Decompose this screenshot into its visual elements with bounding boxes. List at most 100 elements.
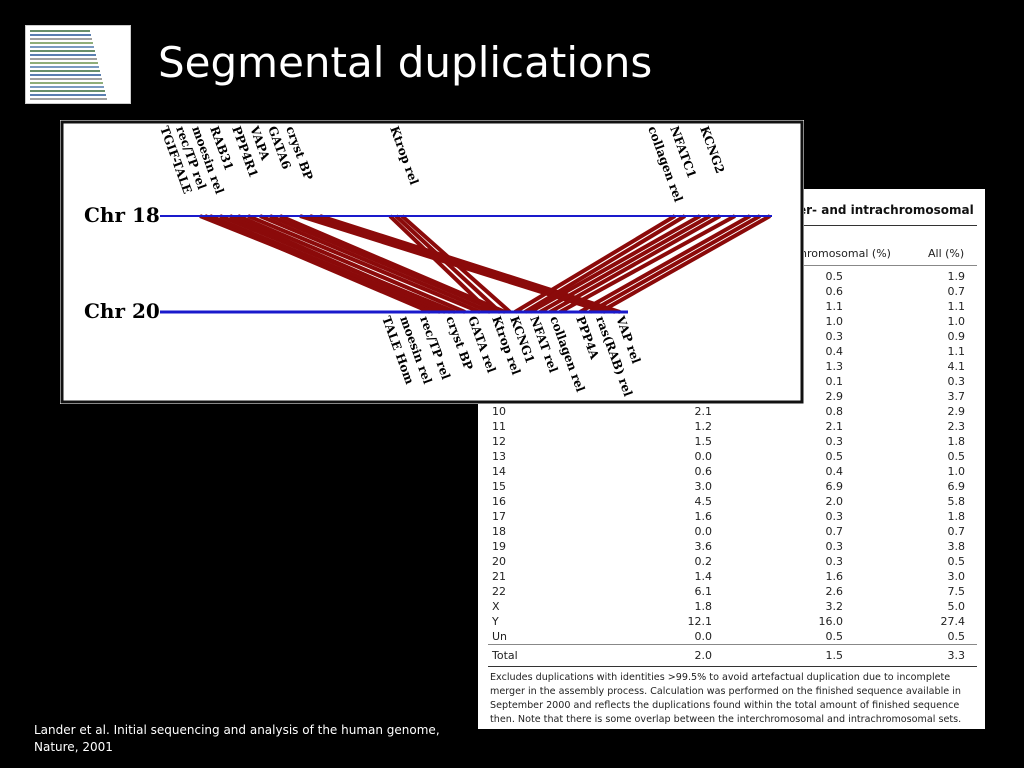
cell-all: 0.5 xyxy=(947,630,966,643)
cell-inter: 4.5 xyxy=(694,495,713,508)
duplication-link xyxy=(539,214,711,314)
cell-inter: 1.8 xyxy=(694,600,713,613)
cell-intra: 0.7 xyxy=(825,525,844,538)
cell-intra: 0.3 xyxy=(825,330,844,343)
cell-all: 2.9 xyxy=(947,405,966,418)
duplication-link xyxy=(209,214,446,314)
thumbnail-line xyxy=(30,58,97,60)
cell-inter: 0.0 xyxy=(694,525,713,538)
cell-inter: 1.6 xyxy=(694,510,713,523)
cell-intra: 1.0 xyxy=(825,315,844,328)
cell-intra: 3.2 xyxy=(825,600,844,613)
cell-chr: 17 xyxy=(492,510,506,523)
cell-chr: X xyxy=(492,600,500,613)
cell-all: 1.1 xyxy=(947,300,966,313)
thumbnail-line xyxy=(30,90,105,92)
duplication-link xyxy=(513,214,677,314)
cell-intra: 0.4 xyxy=(825,465,844,478)
cell-intra: 0.4 xyxy=(825,345,844,358)
col-header-all: All (%) xyxy=(928,247,965,260)
thumbnail-line xyxy=(30,50,95,52)
cell-chr: 21 xyxy=(492,570,506,583)
cell-intra: 1.6 xyxy=(825,570,844,583)
cell-chr: 16 xyxy=(492,495,506,508)
cell-all: 1.8 xyxy=(947,510,966,523)
cell-inter: 1.5 xyxy=(694,435,713,448)
citation: Lander et al. Initial sequencing and ana… xyxy=(34,723,440,754)
cell-chr: 19 xyxy=(492,540,506,553)
cell-intra: 0.6 xyxy=(825,285,844,298)
cell-intra: 0.3 xyxy=(825,435,844,448)
duplication-link xyxy=(400,214,512,314)
cell-intra: 0.8 xyxy=(825,405,844,418)
thumbnail-line xyxy=(30,62,98,64)
table-heading: er- and intrachromosomal xyxy=(798,203,974,217)
chr18-gene-label: Ktrop rel xyxy=(387,124,421,187)
cell-all: 5.0 xyxy=(947,600,966,613)
cell-all: 1.1 xyxy=(947,345,966,358)
thumbnail-line xyxy=(30,38,92,40)
thumbnail-line xyxy=(30,30,90,32)
thumbnail-line xyxy=(30,54,96,56)
cell-all: 1.0 xyxy=(947,465,966,478)
cell-intra: 2.9 xyxy=(825,390,844,403)
cell-intra: 6.9 xyxy=(825,480,844,493)
duplication-link xyxy=(204,214,431,314)
cell-chr: 10 xyxy=(492,405,506,418)
total-inter: 2.0 xyxy=(694,649,713,662)
table-rule xyxy=(488,644,977,645)
synteny-diagram: Chr 18 Chr 20 TGIF-TALE rec/TP rel moesin re… xyxy=(60,120,804,404)
duplication-link xyxy=(579,214,751,314)
thumbnail-line xyxy=(30,98,107,100)
total-intra: 1.5 xyxy=(825,649,844,662)
thumbnail-line xyxy=(30,66,99,68)
duplication-link xyxy=(229,214,451,314)
total-all: 3.3 xyxy=(947,649,966,662)
cell-all: 3.7 xyxy=(947,390,966,403)
duplication-link xyxy=(549,214,721,314)
total-label: Total xyxy=(492,649,518,662)
cell-inter: 0.0 xyxy=(694,450,713,463)
cell-inter: 1.2 xyxy=(694,420,713,433)
duplication-link xyxy=(394,214,502,314)
cell-all: 2.3 xyxy=(947,420,966,433)
cell-chr: 22 xyxy=(492,585,506,598)
duplication-link xyxy=(279,214,506,314)
cell-all: 27.4 xyxy=(940,615,966,628)
duplication-link xyxy=(247,214,481,314)
col-header-intra: hromosomal (%) xyxy=(800,247,891,260)
cell-all: 0.5 xyxy=(947,555,966,568)
cell-intra: 2.6 xyxy=(825,585,844,598)
cell-all: 0.7 xyxy=(947,525,966,538)
cell-inter: 2.1 xyxy=(694,405,713,418)
cell-all: 1.0 xyxy=(947,315,966,328)
cell-all: 0.3 xyxy=(947,375,966,388)
duplication-link xyxy=(559,214,736,314)
cell-intra: 1.3 xyxy=(825,360,844,373)
cell-intra: 0.5 xyxy=(825,450,844,463)
thumbnail-line xyxy=(30,78,102,80)
cell-chr: 14 xyxy=(492,465,506,478)
cell-all: 4.1 xyxy=(947,360,966,373)
chr18-label: Chr 18 xyxy=(84,203,160,227)
cell-intra: 2.0 xyxy=(825,495,844,508)
cell-inter: 6.1 xyxy=(694,585,713,598)
cell-inter: 1.4 xyxy=(694,570,713,583)
thumbnail-line xyxy=(30,94,106,96)
cell-inter: 3.6 xyxy=(694,540,713,553)
cell-intra: 0.3 xyxy=(825,540,844,553)
thumbnail-line xyxy=(30,70,100,72)
cell-intra: 0.5 xyxy=(825,630,844,643)
cell-chr: 20 xyxy=(492,555,506,568)
duplication-link xyxy=(269,214,501,314)
cell-intra: 0.1 xyxy=(825,375,844,388)
thumbnail-line xyxy=(30,34,91,36)
cell-intra: 16.0 xyxy=(818,615,844,628)
cell-inter: 0.2 xyxy=(694,555,713,568)
duplication-link xyxy=(259,214,491,314)
thumbnail-line xyxy=(30,86,104,88)
cell-inter: 12.1 xyxy=(687,615,713,628)
cell-chr: 15 xyxy=(492,480,506,493)
cell-all: 5.8 xyxy=(947,495,966,508)
